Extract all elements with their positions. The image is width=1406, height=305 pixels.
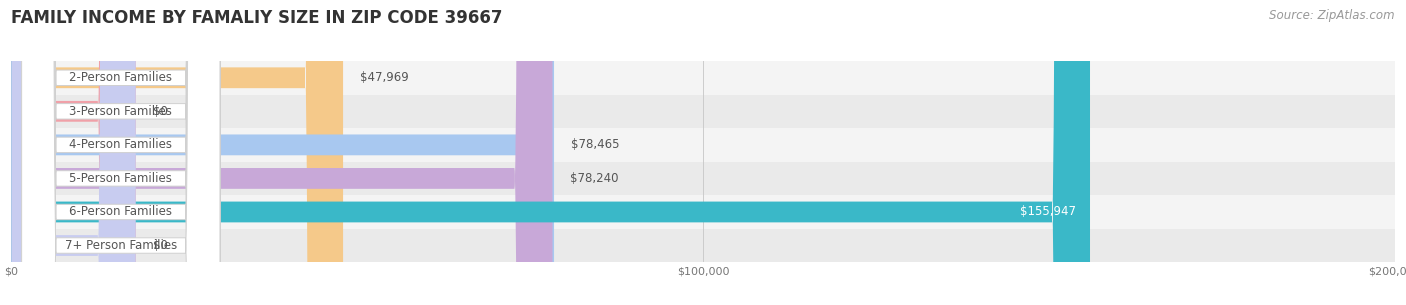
FancyBboxPatch shape	[11, 0, 343, 305]
FancyBboxPatch shape	[11, 0, 1090, 305]
FancyBboxPatch shape	[11, 128, 1395, 162]
Text: 5-Person Families: 5-Person Families	[69, 172, 173, 185]
FancyBboxPatch shape	[21, 0, 219, 305]
FancyBboxPatch shape	[11, 0, 553, 305]
FancyBboxPatch shape	[11, 162, 1395, 195]
Text: $47,969: $47,969	[360, 71, 409, 84]
FancyBboxPatch shape	[21, 0, 219, 305]
Text: 3-Person Families: 3-Person Families	[69, 105, 173, 118]
Text: 7+ Person Families: 7+ Person Families	[65, 239, 177, 252]
Text: Source: ZipAtlas.com: Source: ZipAtlas.com	[1270, 9, 1395, 22]
FancyBboxPatch shape	[21, 0, 219, 305]
FancyBboxPatch shape	[11, 0, 136, 305]
FancyBboxPatch shape	[21, 0, 219, 305]
FancyBboxPatch shape	[11, 229, 1395, 262]
FancyBboxPatch shape	[11, 95, 1395, 128]
FancyBboxPatch shape	[11, 61, 1395, 95]
Text: 4-Person Families: 4-Person Families	[69, 138, 173, 151]
Text: $0: $0	[153, 105, 167, 118]
FancyBboxPatch shape	[11, 0, 136, 305]
Text: FAMILY INCOME BY FAMALIY SIZE IN ZIP CODE 39667: FAMILY INCOME BY FAMALIY SIZE IN ZIP COD…	[11, 9, 503, 27]
Text: 6-Person Families: 6-Person Families	[69, 206, 173, 218]
Text: $155,947: $155,947	[1021, 206, 1076, 218]
FancyBboxPatch shape	[21, 0, 219, 305]
FancyBboxPatch shape	[11, 0, 554, 305]
Text: $78,465: $78,465	[571, 138, 620, 151]
FancyBboxPatch shape	[21, 0, 219, 305]
Text: $0: $0	[153, 239, 167, 252]
Text: $78,240: $78,240	[569, 172, 619, 185]
FancyBboxPatch shape	[11, 195, 1395, 229]
Text: 2-Person Families: 2-Person Families	[69, 71, 173, 84]
